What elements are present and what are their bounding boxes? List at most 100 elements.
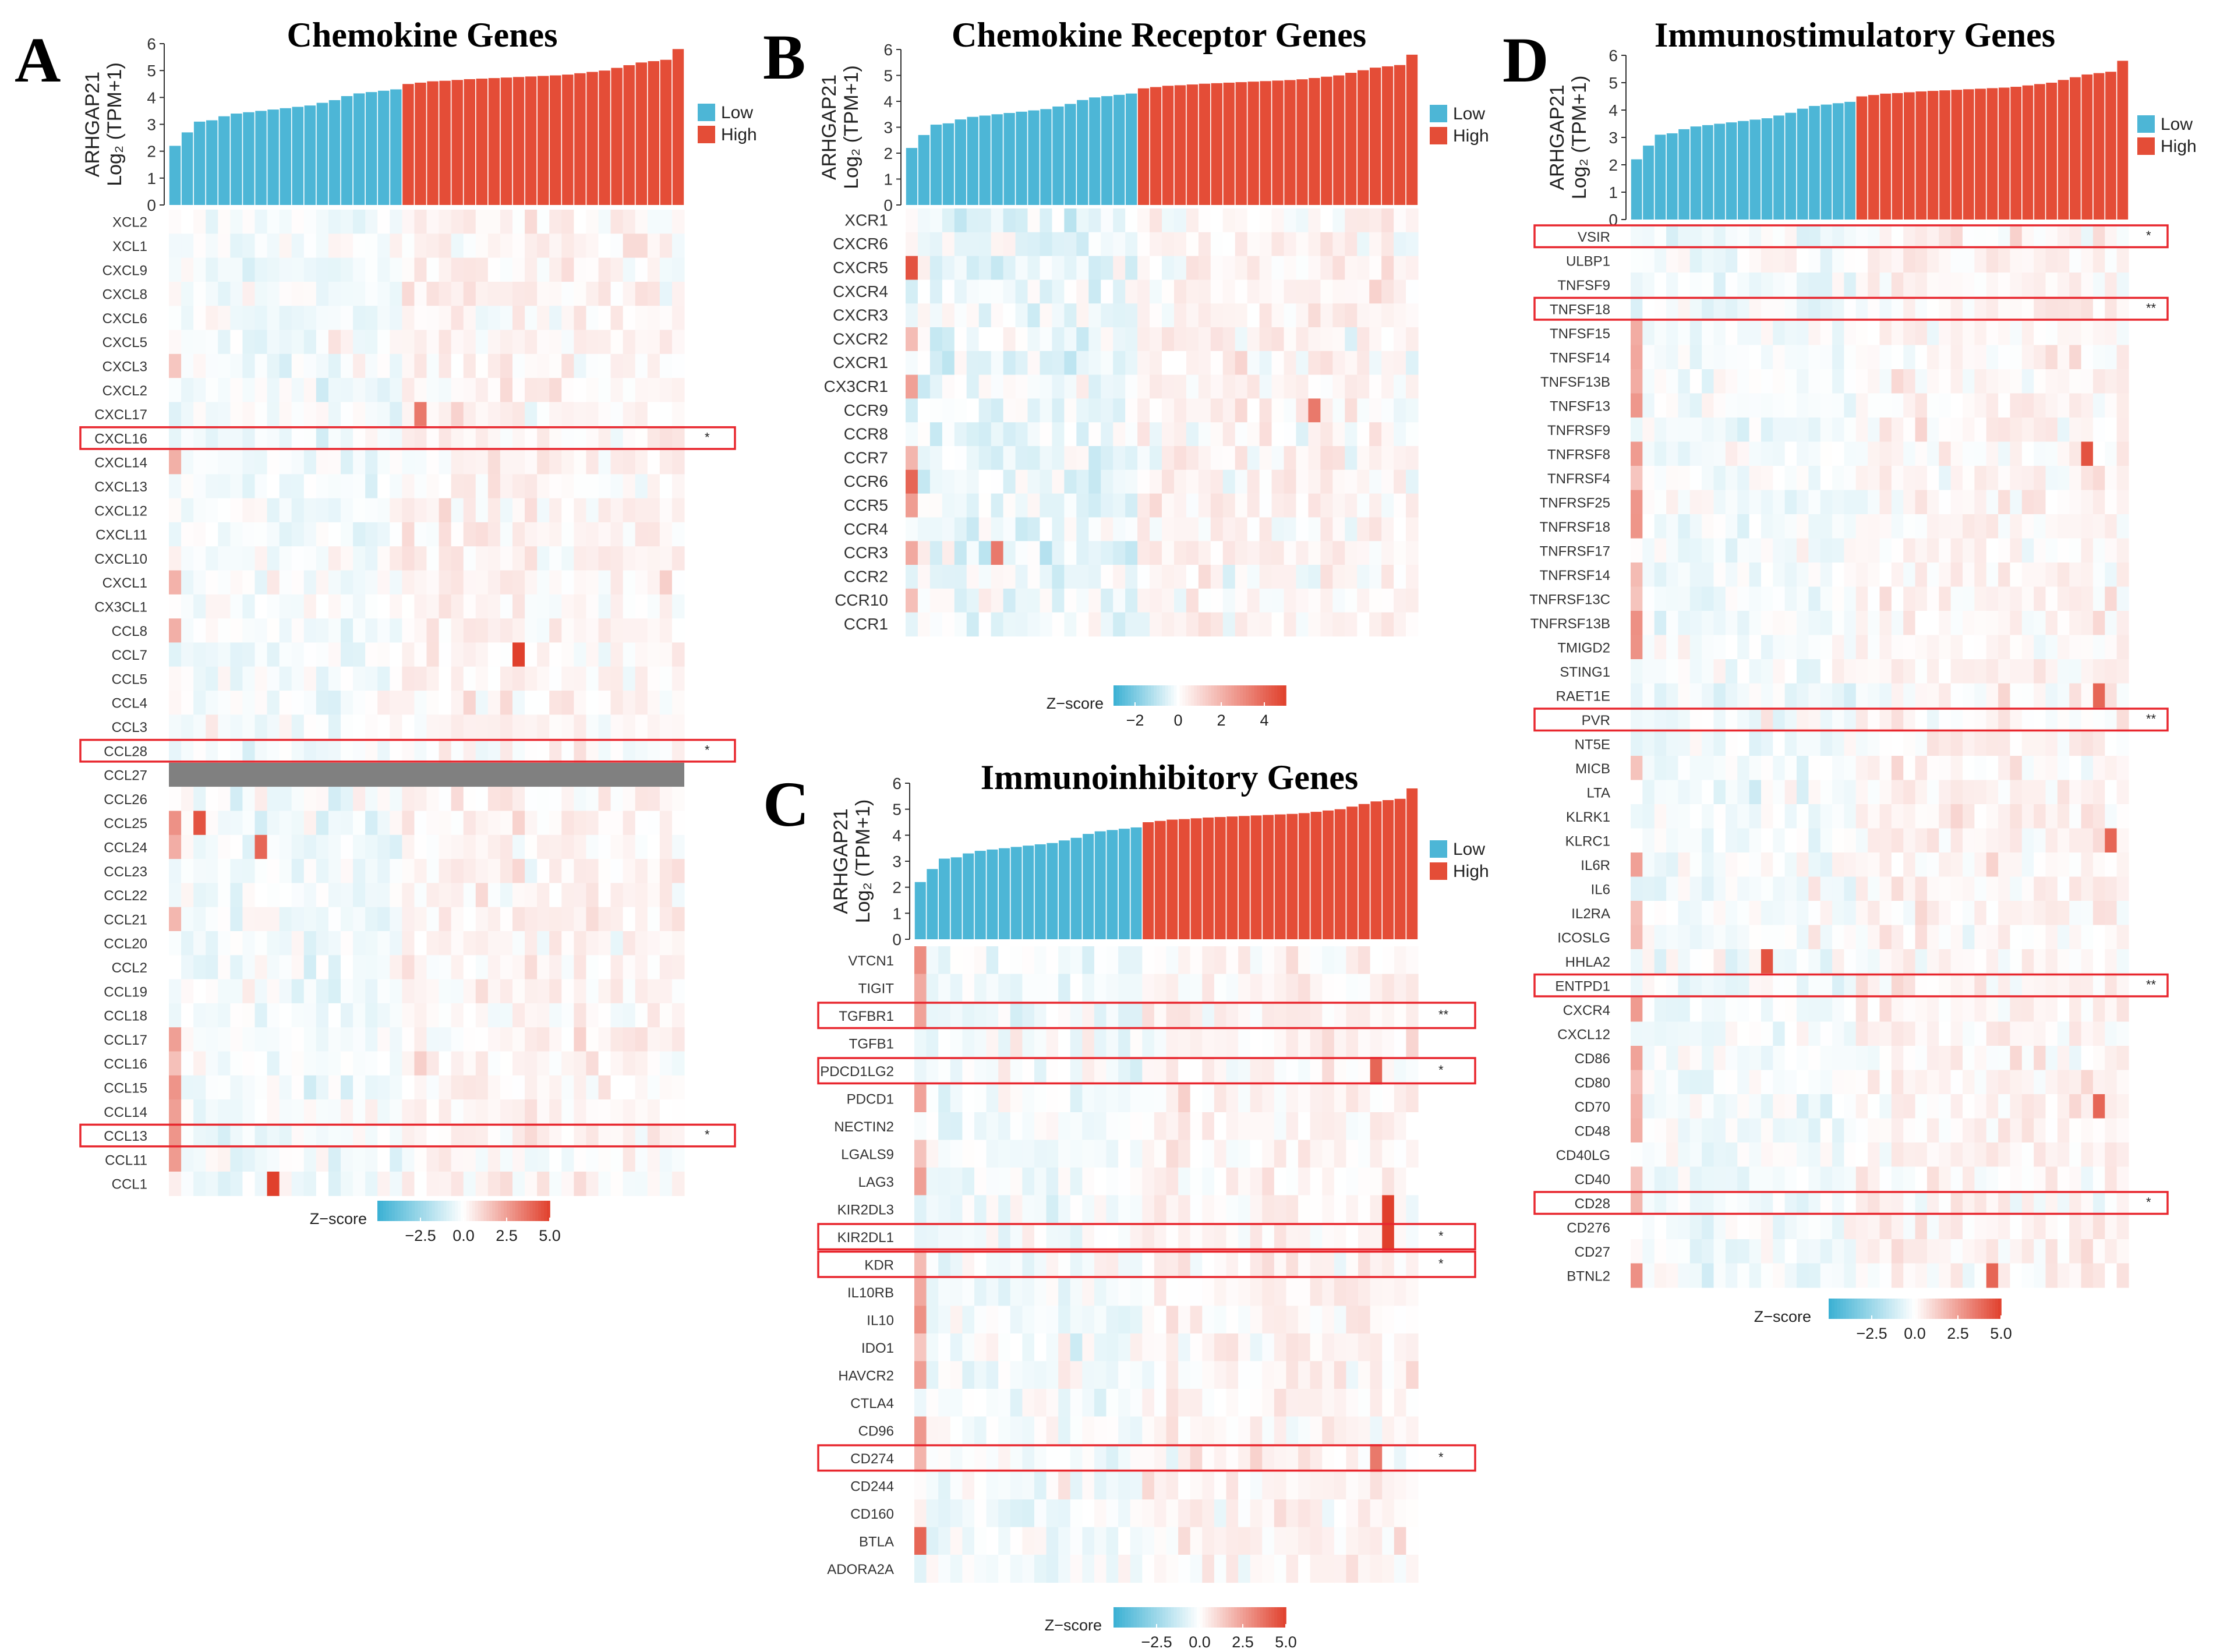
heatmap-cell: [451, 330, 464, 355]
heatmap-cell: [623, 258, 636, 282]
y-tick-label: 1: [147, 169, 156, 188]
legend-low-label: Low: [1453, 104, 1485, 123]
heatmap-cell: [1903, 442, 1915, 466]
heatmap-cell: [169, 1052, 182, 1076]
heatmap-cell: [1322, 1555, 1334, 1583]
heatmap-cell: [1655, 394, 1667, 418]
heatmap-cell: [1274, 1417, 1286, 1445]
heatmap-cell: [414, 210, 427, 234]
heatmap-cell: [2093, 224, 2105, 249]
legend-high-swatch: [1430, 862, 1447, 880]
heatmap-cell: [1358, 1057, 1370, 1085]
heatmap-cell: [1832, 756, 1844, 780]
heatmap-cell: [476, 1003, 489, 1028]
heatmap-cell: [1003, 541, 1016, 565]
heatmap-cell: [1785, 273, 1797, 297]
heatmap-cell: [377, 426, 390, 451]
heatmap-cell: [1211, 422, 1224, 446]
heatmap-cell: [918, 398, 931, 422]
gene-label: TNFSF18: [1550, 302, 1610, 317]
y-axis-label-line2: Log₂ (TPM+1): [104, 62, 126, 186]
heatmap-cell: [525, 234, 538, 258]
heatmap-cell: [623, 859, 636, 883]
heatmap-cell: [1010, 1140, 1023, 1168]
heatmap-cell: [1226, 1333, 1238, 1361]
heatmap-cell: [1214, 946, 1226, 974]
heatmap-cell: [1118, 1030, 1130, 1057]
heatmap-cell: [1785, 539, 1797, 563]
heatmap-cell: [1382, 1002, 1394, 1030]
heatmap-cell: [1286, 1140, 1298, 1168]
heatmap-cell: [2117, 273, 2129, 297]
heatmap-cell: [230, 402, 243, 426]
heatmap-cell: [1761, 249, 1773, 273]
heatmap-cell: [906, 280, 918, 303]
heatmap-cell: [611, 306, 624, 330]
heatmap-cell: [537, 1003, 550, 1028]
heatmap-cell: [1726, 659, 1738, 684]
heatmap-cell: [1773, 659, 1785, 684]
heatmap-cell: [1394, 351, 1406, 375]
gene-label: BTLA: [859, 1534, 894, 1550]
heatmap-cell: [365, 835, 378, 859]
heatmap-cell: [1137, 256, 1150, 280]
gene-label: VSIR: [1578, 229, 1610, 245]
heatmap-cell: [979, 375, 992, 399]
bar: [2010, 87, 2021, 220]
heatmap-cell: [439, 306, 452, 330]
heatmap-cell: [1370, 1195, 1383, 1223]
heatmap-cell: [1714, 224, 1726, 249]
heatmap-cell: [1016, 589, 1028, 613]
heatmap-cell: [1986, 418, 1999, 442]
heatmap-cell: [1892, 249, 1904, 273]
heatmap-cell: [1666, 297, 1678, 321]
heatmap-cell: [1642, 514, 1655, 539]
heatmap-cell: [488, 378, 501, 402]
heatmap-cell: [476, 955, 489, 979]
heatmap-cell: [512, 426, 525, 451]
heatmap-cell: [1406, 1112, 1418, 1140]
heatmap-cell: [1880, 563, 1892, 587]
heatmap-cell: [1880, 756, 1892, 780]
heatmap-cell: [328, 378, 341, 402]
zscore-title: Z−score: [1047, 695, 1104, 712]
heatmap-cell: [1820, 611, 1833, 635]
heatmap-cell: [1226, 1417, 1238, 1445]
heatmap-cell: [1262, 1168, 1274, 1195]
heatmap-cell: [950, 1057, 963, 1085]
gene-label: CCR9: [844, 401, 888, 419]
heatmap-cell: [1250, 1499, 1263, 1527]
heatmap-cell: [1737, 466, 1749, 490]
heatmap-cell: [512, 667, 525, 691]
heatmap-cell: [1381, 613, 1394, 636]
heatmap-cell: [967, 446, 980, 470]
heatmap-cell: [1016, 327, 1028, 351]
heatmap-cell: [1070, 1499, 1083, 1527]
heatmap-cell: [1797, 345, 1809, 370]
heatmap-cell: [1358, 946, 1370, 974]
heatmap-cell: [1820, 249, 1833, 273]
heatmap-cell: [660, 618, 673, 643]
heatmap-cell: [1773, 780, 1785, 805]
bar: [1833, 103, 1844, 220]
heatmap-cell: [635, 618, 648, 643]
heatmap-cell: [1113, 375, 1126, 399]
heatmap-cell: [1406, 1195, 1418, 1223]
heatmap-cell: [950, 1333, 963, 1361]
heatmap-cell: [1118, 1527, 1130, 1555]
heatmap-cell: [1178, 1444, 1190, 1472]
heatmap-cell: [549, 907, 562, 932]
heatmap-cell: [1076, 517, 1089, 541]
heatmap-cell: [1016, 303, 1028, 327]
heatmap-cell: [1749, 732, 1762, 756]
heatmap-cell: [1040, 398, 1052, 422]
heatmap-cell: [623, 1003, 636, 1028]
gene-label: TNFSF9: [1557, 278, 1610, 293]
heatmap-cell: [1070, 1306, 1083, 1334]
colorbar-segment: [1222, 1607, 1226, 1628]
heatmap-cell: [574, 835, 586, 859]
gene-label: CXCL8: [102, 287, 147, 303]
heatmap-cell: [1262, 1472, 1274, 1500]
heatmap-cell: [328, 546, 341, 571]
heatmap-cell: [1162, 256, 1175, 280]
